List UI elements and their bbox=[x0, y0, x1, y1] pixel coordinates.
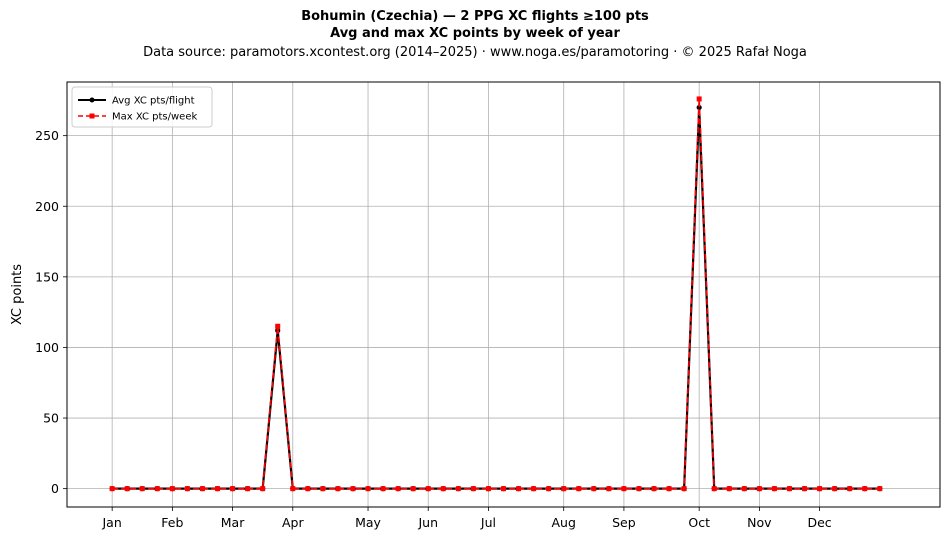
series-line bbox=[112, 107, 880, 490]
data-point bbox=[546, 486, 552, 492]
data-point bbox=[621, 486, 627, 492]
data-point bbox=[335, 486, 341, 492]
data-point bbox=[124, 486, 130, 492]
data-point bbox=[786, 486, 792, 492]
x-tick-label: Mar bbox=[221, 515, 245, 530]
data-point bbox=[184, 486, 190, 492]
legend-box bbox=[71, 86, 213, 128]
data-point bbox=[726, 486, 732, 492]
data-point bbox=[485, 486, 491, 492]
data-point bbox=[711, 486, 717, 492]
data-point bbox=[756, 486, 762, 492]
data-point bbox=[275, 323, 281, 329]
legend-marker bbox=[89, 113, 95, 119]
data-point bbox=[877, 486, 883, 492]
legend-label: Avg XC pts/flight bbox=[112, 96, 195, 107]
tick-layer: Jan Feb Mar Apr May Jun Jul Aug Sep Oct Nov Dec 0 50 1… bbox=[35, 128, 832, 530]
x-tick-label: Feb bbox=[161, 515, 183, 530]
data-point bbox=[169, 486, 175, 492]
x-tick-label: Dec bbox=[807, 515, 831, 530]
x-tick-label: Jun bbox=[417, 515, 438, 530]
x-tick-label: Sep bbox=[612, 515, 636, 530]
x-tick-label: May bbox=[355, 515, 381, 530]
chart-title: Bohumin (Czechia) — 2 PPG XC flights ≥10… bbox=[301, 9, 649, 24]
data-point bbox=[531, 486, 537, 492]
data-point bbox=[576, 486, 582, 492]
data-point bbox=[501, 486, 506, 492]
data-point bbox=[651, 486, 657, 492]
data-point bbox=[470, 486, 476, 492]
data-point bbox=[320, 486, 326, 492]
plot-frame bbox=[66, 81, 941, 508]
y-tick-label: 100 bbox=[35, 340, 59, 355]
x-tick-label: Jan bbox=[102, 515, 122, 530]
data-point bbox=[139, 486, 145, 492]
data-point bbox=[305, 486, 311, 492]
data-point bbox=[245, 486, 251, 492]
data-point bbox=[832, 486, 838, 492]
y-axis-label: XC points bbox=[10, 264, 25, 325]
legend: Avg XC pts/flight Max XC pts/week bbox=[71, 86, 213, 128]
data-point bbox=[425, 486, 431, 492]
data-point bbox=[636, 486, 642, 492]
x-tick-label: Oct bbox=[688, 515, 710, 530]
data-point bbox=[681, 486, 687, 492]
y-tick-label: 150 bbox=[35, 269, 59, 284]
data-point bbox=[847, 486, 853, 492]
data-point bbox=[109, 486, 115, 492]
data-point bbox=[696, 96, 702, 102]
data-point bbox=[741, 486, 747, 492]
data-point bbox=[802, 486, 808, 492]
y-tick-label: 50 bbox=[43, 411, 59, 426]
data-point bbox=[440, 486, 446, 492]
legend-label: Max XC pts/week bbox=[112, 112, 197, 123]
chart-title-block: Bohumin (Czechia) — 2 PPG XC flights ≥10… bbox=[0, 8, 950, 61]
data-point bbox=[199, 486, 205, 492]
grid-layer bbox=[67, 82, 940, 507]
data-point bbox=[350, 486, 356, 492]
x-tick-label: Apr bbox=[282, 515, 304, 530]
data-point bbox=[410, 486, 416, 492]
data-point bbox=[591, 486, 597, 492]
data-point bbox=[230, 486, 236, 492]
data-point bbox=[365, 486, 371, 492]
y-tick-label: 250 bbox=[35, 128, 59, 143]
data-point bbox=[606, 486, 612, 492]
data-point bbox=[380, 486, 386, 492]
chart-source: Data source: paramotors.xcontest.org (20… bbox=[143, 45, 807, 60]
y-tick-label: 0 bbox=[51, 481, 59, 496]
legend-marker bbox=[89, 97, 95, 103]
data-point bbox=[455, 486, 461, 492]
x-tick-label: Aug bbox=[551, 515, 575, 530]
y-tick-label: 200 bbox=[35, 199, 59, 214]
data-point bbox=[290, 486, 296, 492]
data-point bbox=[154, 486, 160, 492]
data-point bbox=[771, 486, 777, 492]
x-tick-label: Nov bbox=[747, 515, 772, 530]
data-point bbox=[516, 486, 522, 492]
data-point bbox=[215, 486, 221, 492]
x-tick-label: Jul bbox=[480, 515, 496, 530]
data-point bbox=[260, 486, 266, 492]
series-avg bbox=[109, 104, 883, 492]
series-max bbox=[109, 96, 883, 492]
chart-subtitle: Avg and max XC points by week of year bbox=[330, 26, 620, 41]
data-point bbox=[696, 104, 702, 111]
data-point bbox=[666, 486, 672, 492]
data-point bbox=[395, 486, 401, 492]
data-point bbox=[862, 486, 868, 492]
data-point bbox=[817, 486, 823, 492]
data-point bbox=[561, 486, 567, 492]
series-layer bbox=[109, 96, 883, 492]
series-line bbox=[112, 98, 880, 490]
